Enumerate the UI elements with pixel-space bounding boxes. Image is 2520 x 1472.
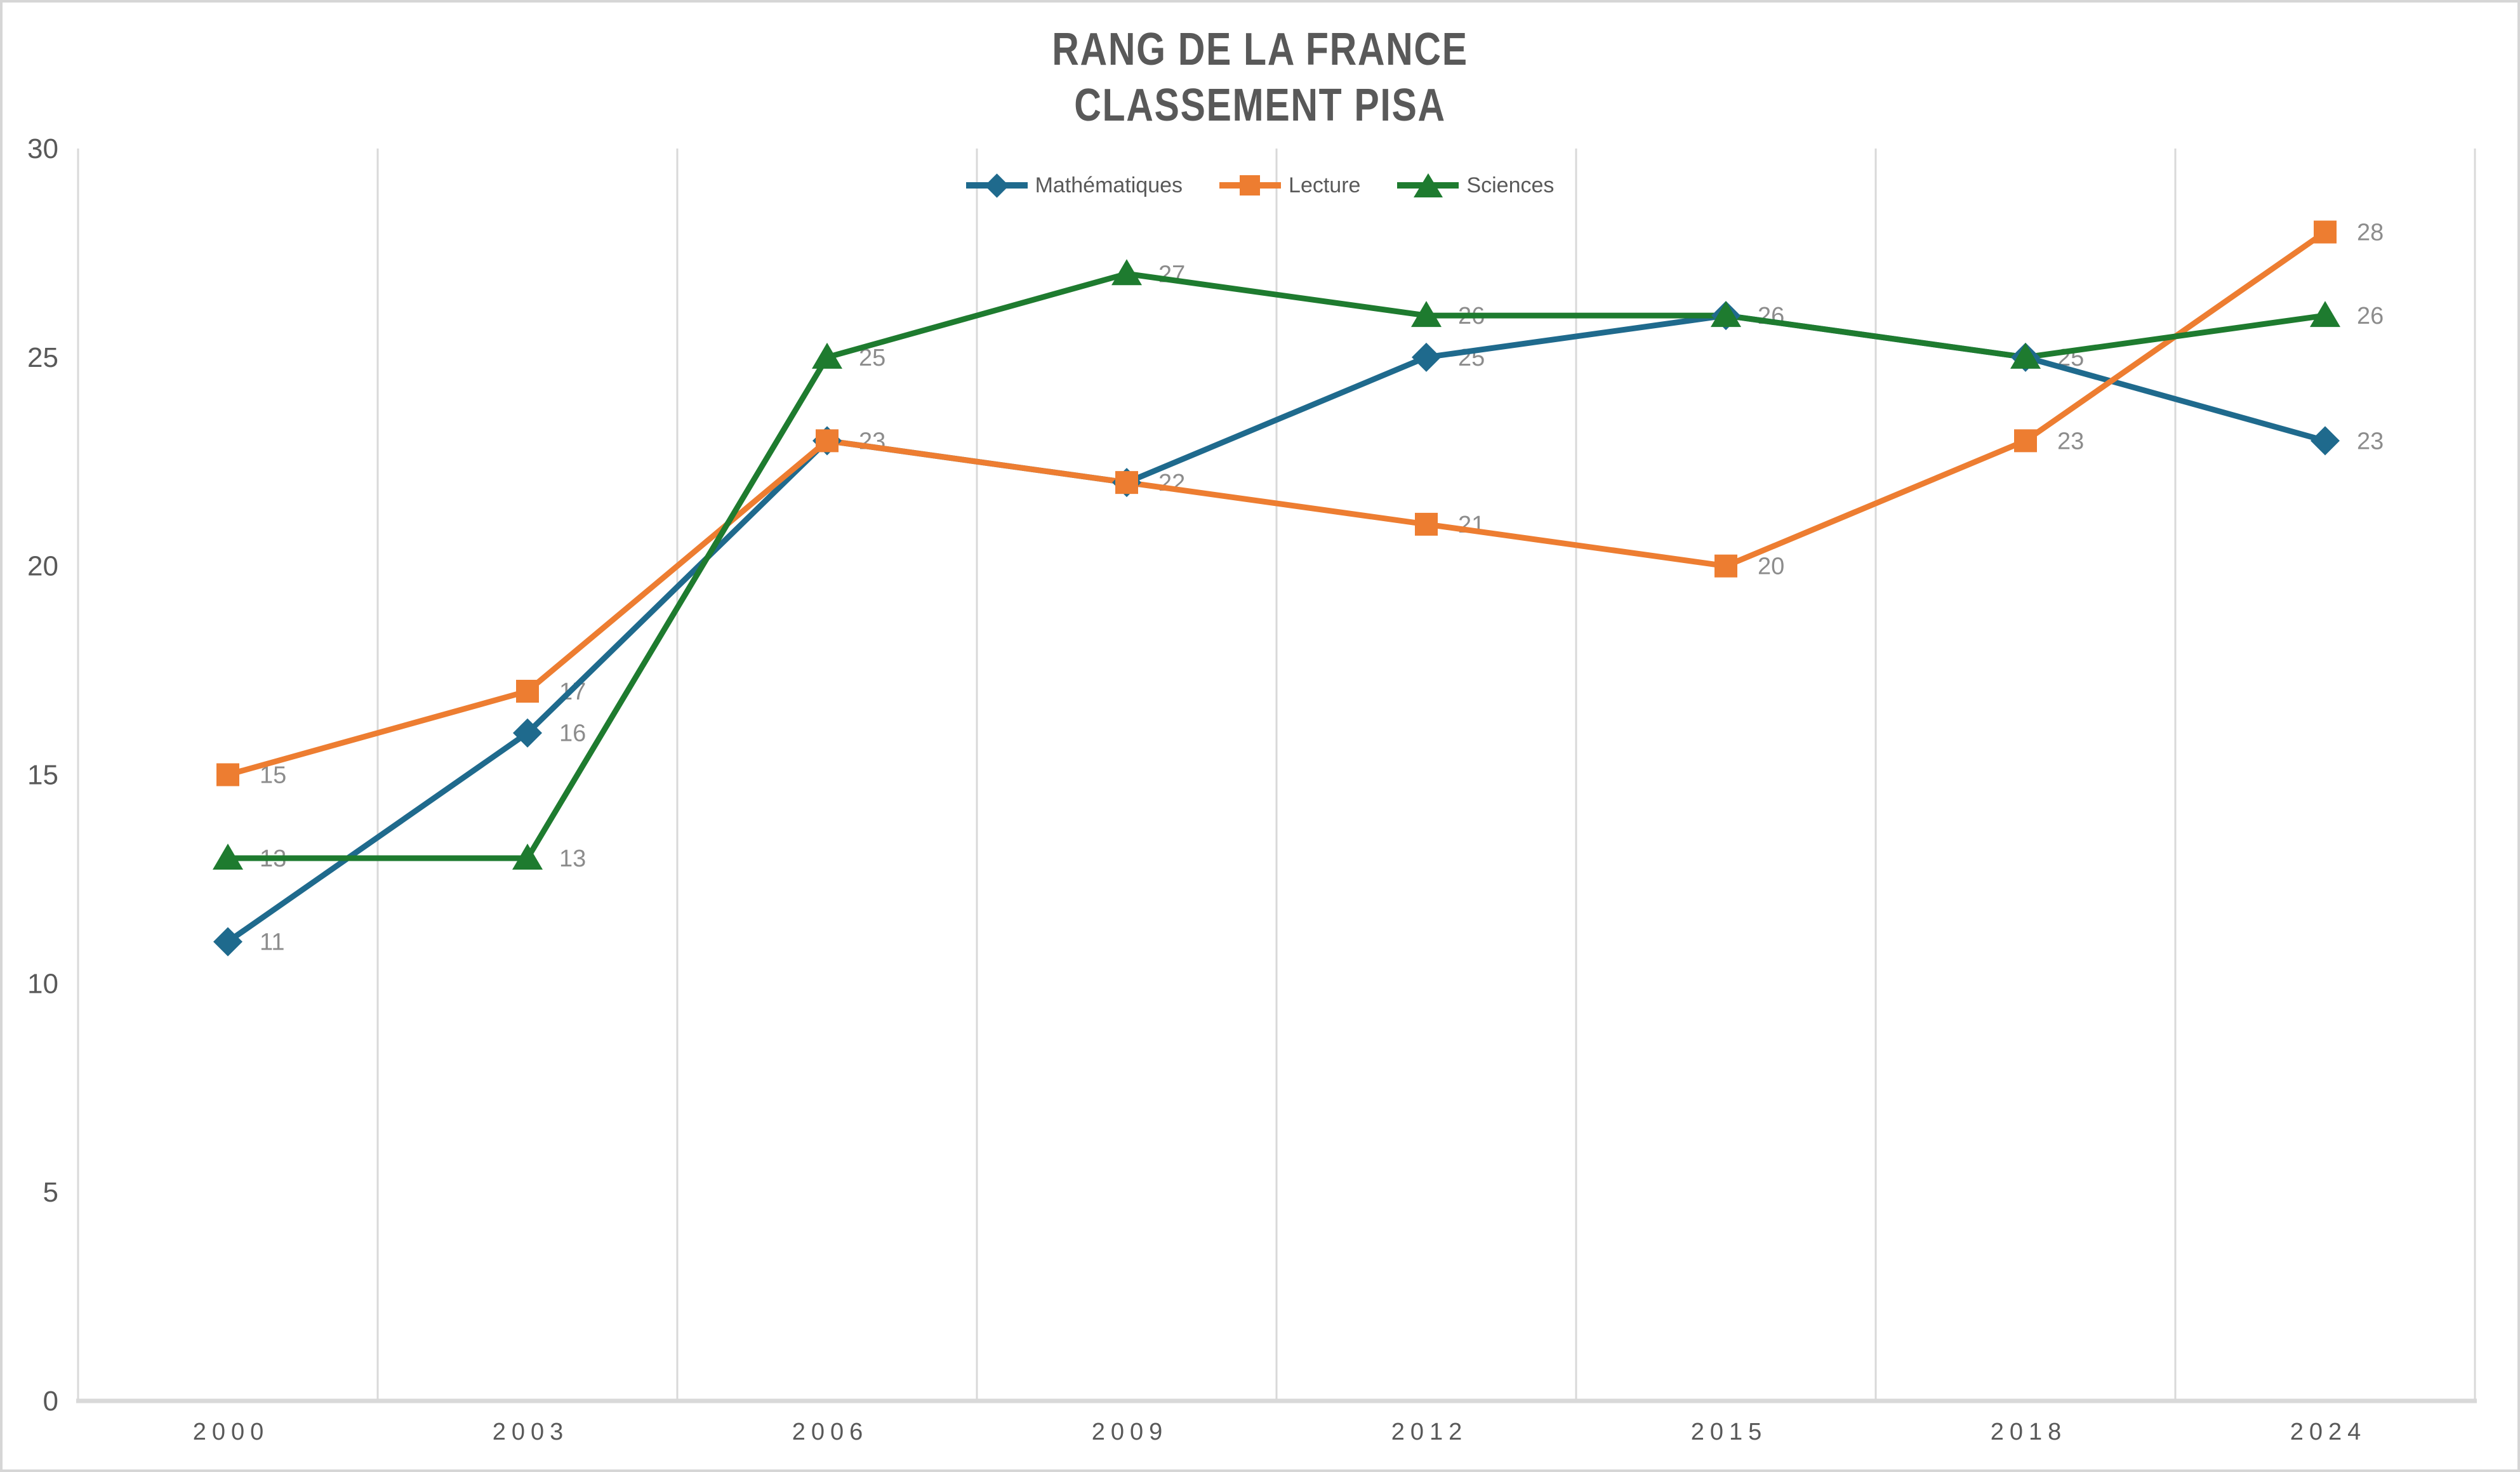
data-label: 20: [1758, 554, 1784, 580]
marker-square-lecture: [2014, 429, 2037, 453]
y-axis-tick-label: 15: [27, 760, 58, 791]
legend-item-lecture: Lecture: [1219, 171, 1360, 199]
triangle-marker-icon: [1414, 173, 1443, 197]
y-axis-tick-label: 20: [27, 551, 58, 582]
legend-swatch-sciences: [1397, 171, 1459, 199]
marker-triangle-sciences: [812, 342, 842, 369]
y-axis-tick-label: 25: [27, 342, 58, 373]
diamond-marker-icon: [984, 173, 1009, 198]
x-axis-tick-label: 2000: [193, 1419, 270, 1445]
chart-legend: Mathématiques Lecture Sciences: [3, 171, 2517, 199]
x-axis-tick-label: 2018: [1991, 1419, 2067, 1445]
legend-label-mathematiques: Mathématiques: [1035, 173, 1183, 197]
series-line-lecture: [227, 229, 2327, 778]
marker-square-lecture: [1115, 471, 1138, 494]
marker-square-lecture: [1415, 512, 1438, 536]
marker-triangle-sciences: [1711, 301, 1741, 328]
chart-title-line-1: RANG DE LA FRANCE: [1052, 24, 1468, 75]
marker-square-lecture: [216, 763, 239, 786]
legend-label-sciences: Sciences: [1466, 173, 1555, 197]
x-axis-tick-label: 2006: [792, 1419, 869, 1445]
marker-triangle-sciences: [512, 844, 543, 870]
marker-triangle-sciences: [2010, 342, 2041, 369]
marker-diamond-mathématiques: [2311, 426, 2340, 456]
line-chart-plot-area: 0 5 10 15 20 25 30 2000 2003 2006 2009 2012 2015 2018…: [27, 133, 2477, 1445]
y-axis-tick-label: 30: [27, 133, 58, 164]
x-axis-tick-label: 2024: [2290, 1419, 2367, 1445]
marker-square-lecture: [516, 679, 539, 703]
square-marker-icon: [1240, 175, 1261, 196]
legend-item-sciences: Sciences: [1397, 171, 1554, 199]
x-axis-tick-label: 2003: [493, 1419, 569, 1445]
marker-square-lecture: [1714, 554, 1737, 578]
marker-diamond-mathématiques: [213, 927, 242, 957]
marker-square-lecture: [816, 429, 839, 453]
data-label: 28: [2357, 220, 2384, 246]
marker-diamond-mathématiques: [1412, 342, 1441, 372]
legend-label-lecture: Lecture: [1289, 173, 1361, 197]
legend-swatch-lecture: [1219, 171, 1282, 199]
chart-title: RANG DE LA FRANCE CLASSEMENT PISA: [3, 22, 2517, 133]
marker-diamond-mathématiques: [513, 718, 542, 748]
legend-item-mathematiques: Mathématiques: [965, 171, 1183, 199]
legend-swatch-mathematiques: [965, 171, 1028, 199]
y-axis-tick-label: 5: [43, 1177, 58, 1208]
chart-title-line-2: CLASSEMENT PISA: [1074, 80, 1446, 131]
data-label: 26: [2357, 303, 2384, 329]
marker-triangle-sciences: [1411, 301, 1442, 328]
marker-square-lecture: [2314, 220, 2337, 244]
data-label: 11: [260, 929, 284, 956]
marker-triangle-sciences: [2310, 301, 2340, 328]
data-label: 23: [2057, 428, 2084, 454]
series-line-sciences: [228, 270, 2326, 861]
x-axis-tick-label: 2015: [1691, 1419, 1768, 1445]
x-axis-tick-label: 2009: [1092, 1419, 1169, 1445]
y-axis-tick-label: 0: [43, 1386, 58, 1417]
data-label: 13: [559, 845, 586, 872]
y-axis-tick-label: 10: [27, 968, 58, 999]
data-label: 23: [2357, 428, 2384, 454]
data-label: 16: [559, 720, 586, 747]
x-axis-tick-label: 2012: [1391, 1419, 1468, 1445]
marker-triangle-sciences: [1111, 259, 1142, 286]
marker-triangle-sciences: [213, 844, 243, 870]
